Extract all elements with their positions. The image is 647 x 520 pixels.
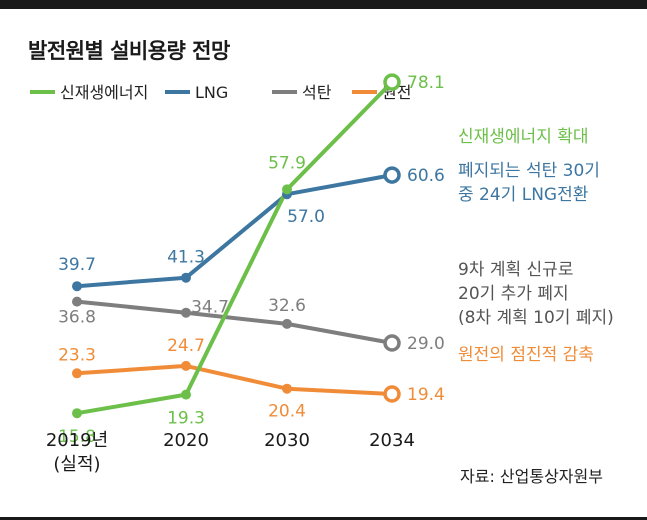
series-line-2 — [75, 299, 394, 345]
data-point-1-1 — [181, 272, 191, 283]
annotation-2-2: (8차 계획 10기 폐지) — [458, 308, 614, 328]
data-point-0-3 — [383, 73, 401, 91]
data-label-0-0: 15.8 — [58, 427, 96, 447]
data-label-3-0: 23.3 — [58, 345, 96, 365]
series-line-3 — [75, 363, 394, 396]
data-label-1-3: 60.6 — [407, 166, 445, 186]
annotation-1-1: 중 24기 LNG전환 — [458, 185, 588, 205]
annotation-2-1: 20기 추가 폐지 — [458, 284, 569, 304]
data-point-0-0 — [72, 408, 82, 419]
chart-title: 발전원별 설비용량 전망 — [28, 39, 230, 63]
data-point-3-2 — [282, 383, 292, 394]
data-label-0-3: 78.1 — [407, 73, 445, 93]
data-point-1-0 — [72, 281, 82, 292]
data-label-0-2: 57.9 — [268, 153, 306, 173]
data-label-2-2: 32.6 — [268, 296, 306, 316]
data-label-3-2: 20.4 — [268, 402, 306, 422]
x-tick-label-0: 2019년 — [46, 430, 108, 451]
data-label-2-1: 34.7 — [191, 298, 229, 318]
annotation-0-0: 신재생에너지 확대 — [458, 127, 589, 147]
x-tick-sublabel-0: (실적) — [53, 454, 100, 475]
bottom-rule — [0, 517, 647, 520]
data-point-2-0 — [72, 296, 82, 307]
data-label-2-0: 36.8 — [58, 308, 96, 328]
series-line-1 — [75, 173, 394, 289]
data-point-2-3 — [383, 334, 401, 352]
data-label-0-1: 19.3 — [167, 409, 205, 429]
annotation-2-0: 9차 계획 신규로 — [458, 260, 573, 280]
data-point-3-0 — [72, 368, 82, 379]
legend-label-0: 신재생에너지 — [60, 83, 148, 102]
source-note: 자료: 산업통상자원부 — [460, 467, 603, 486]
legend-label-2: 석탄 — [302, 83, 332, 102]
series-line-0 — [75, 80, 394, 416]
data-point-3-1 — [181, 360, 191, 371]
data-label-3-1: 24.7 — [167, 336, 205, 356]
data-label-1-1: 41.3 — [167, 248, 205, 268]
top-bar — [0, 0, 647, 9]
data-point-0-2 — [282, 184, 292, 195]
data-label-2-3: 29.0 — [407, 334, 445, 354]
x-tick-label-3: 2034 — [369, 430, 415, 451]
x-tick-label-1: 2020 — [163, 430, 209, 451]
data-point-0-1 — [181, 389, 191, 400]
annotation-1-0: 폐지되는 석탄 30기 — [458, 161, 600, 181]
data-point-2-1 — [181, 307, 191, 318]
legend-label-1: LNG — [195, 83, 228, 102]
data-point-2-2 — [282, 318, 292, 329]
data-point-3-3 — [383, 385, 401, 403]
data-label-1-0: 39.7 — [58, 255, 96, 275]
x-tick-label-2: 2030 — [264, 430, 310, 451]
data-label-3-3: 19.4 — [407, 385, 445, 405]
data-point-1-3 — [383, 166, 401, 184]
data-label-1-2: 57.0 — [287, 207, 325, 227]
annotation-3-0: 원전의 점진적 감축 — [458, 345, 594, 365]
